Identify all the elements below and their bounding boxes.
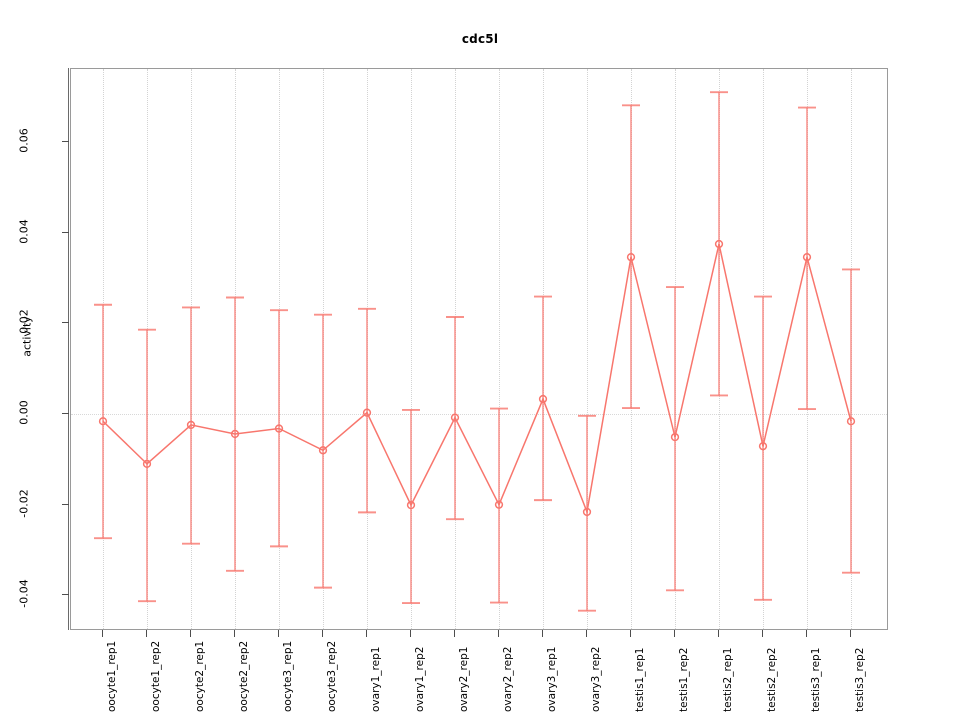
y-axis-tick	[62, 141, 69, 143]
data-points	[98, 239, 856, 517]
x-axis-tick-label: oocyte3_rep1	[282, 640, 294, 712]
series-line	[102, 243, 852, 515]
x-axis-tick-label: testis1_rep1	[634, 647, 646, 712]
data-point-marker	[846, 417, 856, 426]
x-axis-tick-label: testis2_rep1	[722, 647, 734, 712]
data-point-marker	[714, 239, 724, 249]
x-axis-tick	[190, 630, 191, 637]
x-axis-tick	[806, 630, 807, 637]
x-axis-tick	[498, 630, 499, 637]
data-point-marker	[582, 507, 592, 517]
data-point-marker	[186, 420, 196, 430]
y-axis-line	[68, 68, 69, 630]
x-axis-tick	[674, 630, 675, 637]
y-axis-tick-label: -0.04	[17, 579, 31, 609]
y-axis-tick	[62, 322, 69, 324]
data-point-marker	[274, 424, 284, 433]
y-axis-tick-label: 0.02	[17, 309, 31, 335]
data-point-marker	[538, 394, 548, 404]
y-axis-tick-label: 0.04	[17, 218, 31, 244]
x-axis-tick-label: ovary2_rep2	[502, 646, 514, 712]
y-axis-tick-label: 0.00	[17, 400, 31, 425]
y-axis-tick-label: 0.06	[17, 128, 31, 153]
y-axis-tick	[62, 594, 69, 596]
x-axis-tick	[366, 630, 367, 637]
x-axis-tick-label: testis1_rep2	[678, 647, 690, 712]
gridline-vertical	[587, 69, 588, 629]
x-axis-tick	[542, 630, 543, 637]
x-axis-tick	[102, 630, 103, 637]
x-axis-tick-label: oocyte3_rep2	[326, 640, 338, 712]
data-point-marker	[98, 417, 108, 426]
data-point-marker	[758, 442, 768, 451]
x-axis-tick-label: oocyte2_rep2	[238, 640, 250, 712]
x-axis-tick	[454, 630, 455, 637]
x-axis-tick-label: ovary3_rep2	[590, 646, 602, 712]
x-axis-tick-label: ovary1_rep2	[414, 646, 426, 712]
data-point-marker	[450, 413, 460, 422]
plot-area	[71, 69, 887, 629]
gridline-zero-reference	[71, 414, 887, 415]
x-axis-tick	[762, 630, 763, 637]
data-point-marker	[318, 446, 328, 455]
y-axis-tick	[62, 503, 69, 505]
data-point-marker	[406, 500, 416, 510]
x-axis-tick	[850, 630, 851, 637]
plot-frame	[70, 68, 888, 630]
chart-title: cdc5l	[461, 32, 499, 46]
data-point-marker	[362, 408, 372, 417]
data-point-marker	[230, 429, 240, 439]
x-axis-tick-label: oocyte1_rep2	[150, 640, 162, 712]
x-axis-tick-label: ovary2_rep1	[458, 646, 470, 712]
y-axis-tick-label: -0.02	[17, 488, 31, 518]
y-axis-tick	[62, 231, 69, 233]
x-axis-tick	[586, 630, 587, 637]
x-axis-tick	[718, 630, 719, 637]
series-layer	[94, 91, 860, 612]
data-point-marker	[670, 432, 680, 442]
x-axis-tick-label: oocyte2_rep1	[194, 640, 206, 712]
data-point-marker	[802, 253, 812, 262]
data-point-marker	[494, 500, 504, 509]
x-axis-tick	[410, 630, 411, 637]
x-axis-tick	[630, 630, 631, 637]
x-axis-tick-label: ovary3_rep1	[546, 646, 558, 712]
x-axis-tick	[322, 630, 323, 637]
gridline-vertical	[411, 69, 412, 629]
y-axis-tick	[62, 413, 69, 414]
x-axis-tick-label: testis2_rep2	[766, 647, 778, 712]
x-axis-tick-label: testis3_rep1	[810, 647, 822, 712]
error-bars	[94, 91, 860, 612]
gridline-vertical	[499, 69, 500, 629]
x-axis-tick-label: oocyte1_rep1	[106, 640, 118, 712]
x-axis-tick	[278, 630, 279, 637]
x-axis-tick-label: testis3_rep2	[854, 647, 866, 712]
x-axis-tick	[146, 630, 147, 637]
data-point-marker	[142, 459, 152, 469]
x-axis-tick-label: ovary1_rep1	[370, 646, 382, 712]
x-axis-tick	[234, 630, 235, 637]
data-point-marker	[626, 253, 636, 262]
